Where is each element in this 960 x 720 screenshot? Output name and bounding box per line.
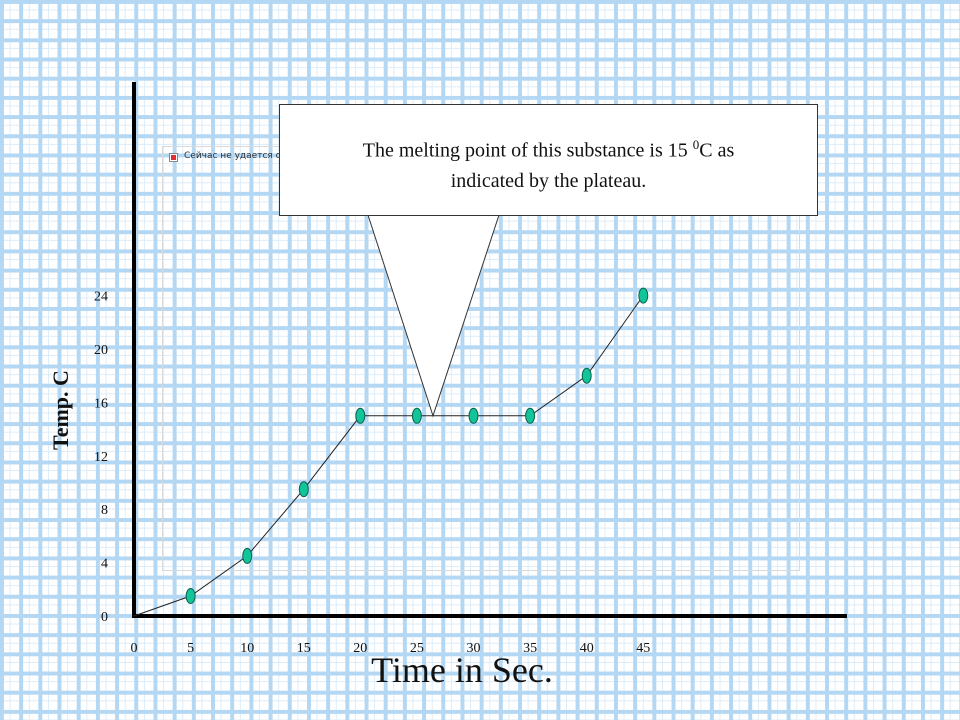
x-tick-label: 35 — [523, 641, 537, 656]
y-tick-label: 24 — [94, 290, 108, 305]
y-tick-label: 8 — [101, 503, 108, 518]
data-point — [468, 407, 479, 424]
series-line — [133, 295, 644, 617]
x-tick-label: 15 — [297, 641, 311, 656]
x-tick-label: 0 — [131, 641, 138, 656]
data-point — [525, 407, 536, 424]
callout-line-2: indicated by the plateau. — [450, 169, 647, 192]
callout-superscript: 0 — [692, 137, 700, 152]
y-tick-label: 4 — [101, 557, 108, 572]
x-tick-label: 40 — [580, 641, 594, 656]
y-tick-label: 12 — [94, 450, 108, 465]
x-tick-label: 5 — [187, 641, 194, 656]
data-point — [185, 588, 196, 604]
y-tick-label: 16 — [94, 396, 108, 411]
y-axis-title: Temp. C — [48, 370, 73, 450]
data-point — [638, 287, 649, 304]
data-point — [411, 407, 422, 424]
y-tick-label: 20 — [94, 343, 108, 358]
callout-box: The melting point of this substance is 1… — [279, 104, 818, 216]
data-point — [298, 481, 309, 498]
broken-image-icon — [169, 153, 178, 162]
y-tick-label: 0 — [101, 610, 108, 625]
data-point — [242, 547, 253, 564]
data-point — [355, 407, 366, 424]
x-axis-title: Time in Sec. — [371, 650, 553, 690]
callout-pointer — [367, 214, 500, 418]
data-point — [581, 367, 592, 384]
x-tick-label: 30 — [467, 641, 481, 656]
x-tick-label: 45 — [636, 641, 650, 656]
callout-line-1: The melting point of this substance is 1… — [280, 130, 817, 166]
callout-text-pre: The melting point of this substance is 1… — [362, 139, 693, 162]
x-tick-label: 10 — [240, 641, 254, 656]
x-tick-label: 25 — [410, 641, 424, 656]
x-tick-label: 20 — [353, 641, 367, 656]
callout-text-post: C as — [699, 139, 735, 162]
